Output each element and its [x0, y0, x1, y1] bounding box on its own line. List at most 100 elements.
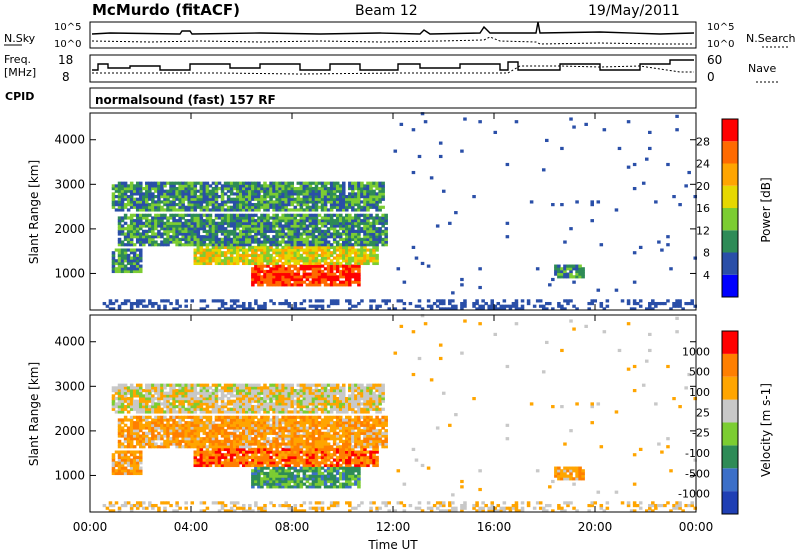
velocity-cell — [238, 421, 243, 425]
velocity-cell — [160, 437, 164, 441]
power-cell — [332, 275, 337, 279]
velocity-cell — [169, 410, 173, 414]
power-cell — [166, 208, 170, 212]
power-cell — [478, 285, 482, 290]
power-cell — [138, 221, 143, 225]
velocity-cell — [205, 461, 210, 465]
velocity-cell — [187, 415, 191, 419]
power-cell — [348, 192, 352, 196]
power-cell — [157, 181, 161, 185]
power-cell — [132, 227, 137, 231]
velocity-cell — [254, 405, 258, 409]
power-cell — [260, 189, 264, 193]
power-cell — [372, 224, 376, 228]
power-cell — [229, 261, 234, 266]
power-cell — [317, 253, 322, 258]
velocity-cell — [269, 463, 273, 468]
power-cell — [263, 227, 267, 231]
velocity-cell — [190, 426, 195, 430]
power-cell — [178, 243, 182, 247]
velocity-cell — [226, 426, 231, 430]
power-cell — [263, 301, 267, 306]
power-cell — [157, 224, 161, 228]
velocity-cell — [254, 453, 258, 457]
power-cell — [242, 232, 246, 236]
power-cell — [208, 235, 213, 239]
power-cell — [278, 253, 282, 258]
power-cell — [317, 219, 322, 223]
power-cell — [393, 307, 398, 311]
velocity-cell — [281, 442, 285, 446]
power-cell — [202, 186, 207, 191]
velocity-cell — [123, 458, 128, 462]
velocity-cell — [135, 423, 140, 427]
power-cell — [287, 245, 291, 249]
power-cell — [329, 253, 334, 258]
velocity-cell — [211, 434, 216, 438]
power-cell — [378, 200, 382, 204]
power-cell — [320, 229, 325, 233]
velocity-cell — [235, 445, 240, 449]
power-cell — [226, 251, 231, 255]
velocity-cell — [242, 439, 246, 443]
power-cell — [226, 205, 231, 209]
velocity-cell — [302, 450, 307, 454]
velocity-cell — [242, 394, 246, 398]
power-cell — [260, 186, 264, 191]
velocity-cell — [278, 482, 282, 486]
power-cell — [145, 195, 149, 199]
velocity-cell — [111, 388, 116, 393]
power-cell — [254, 237, 258, 241]
velocity-cell — [196, 439, 201, 443]
velocity-cell — [287, 453, 291, 457]
velocity-cell — [223, 410, 228, 414]
power-cell — [348, 277, 352, 282]
power-cell — [172, 227, 176, 231]
power-cell — [129, 256, 134, 260]
velocity-cell — [290, 410, 295, 414]
velocity-cell — [148, 405, 152, 409]
power-cell — [357, 261, 361, 266]
velocity-cell — [248, 407, 252, 411]
velocity-cell — [257, 445, 261, 449]
power-cell — [320, 192, 325, 196]
power-cell — [572, 264, 576, 268]
velocity-cell — [278, 469, 282, 473]
power-cell — [266, 192, 270, 196]
power-cell — [208, 227, 213, 231]
power-cell — [369, 232, 373, 236]
velocity-cell — [248, 445, 252, 449]
velocity-cell — [184, 415, 188, 419]
velocity-cell — [132, 423, 137, 427]
velocity-cell — [205, 426, 210, 430]
velocity-cell — [126, 386, 131, 390]
velocity-cell — [148, 421, 152, 425]
power-cell — [335, 248, 340, 252]
velocity-cell — [226, 445, 231, 449]
power-cell — [329, 186, 334, 191]
power-cell — [160, 221, 164, 225]
power-cell — [199, 243, 204, 247]
velocity-cell — [190, 383, 195, 387]
velocity-cell — [193, 434, 198, 438]
velocity-cell — [166, 421, 170, 425]
power-cell — [320, 256, 325, 260]
power-cell — [372, 192, 376, 196]
velocity-cell — [251, 437, 255, 441]
power-cell — [193, 205, 198, 209]
power-cell — [560, 272, 564, 276]
power-cell — [332, 181, 337, 185]
velocity-cell — [138, 397, 143, 401]
velocity-cell — [299, 509, 304, 513]
power-cell — [566, 264, 570, 268]
power-cell — [242, 253, 246, 258]
velocity-cell — [302, 399, 307, 403]
velocity-cell — [311, 445, 316, 449]
velocity-cell — [108, 509, 113, 513]
power-cell — [311, 267, 316, 271]
power-cell — [272, 219, 276, 223]
power-cell — [326, 261, 331, 266]
velocity-cell — [314, 450, 319, 454]
power-cell — [135, 253, 140, 258]
velocity-cell — [190, 431, 195, 435]
